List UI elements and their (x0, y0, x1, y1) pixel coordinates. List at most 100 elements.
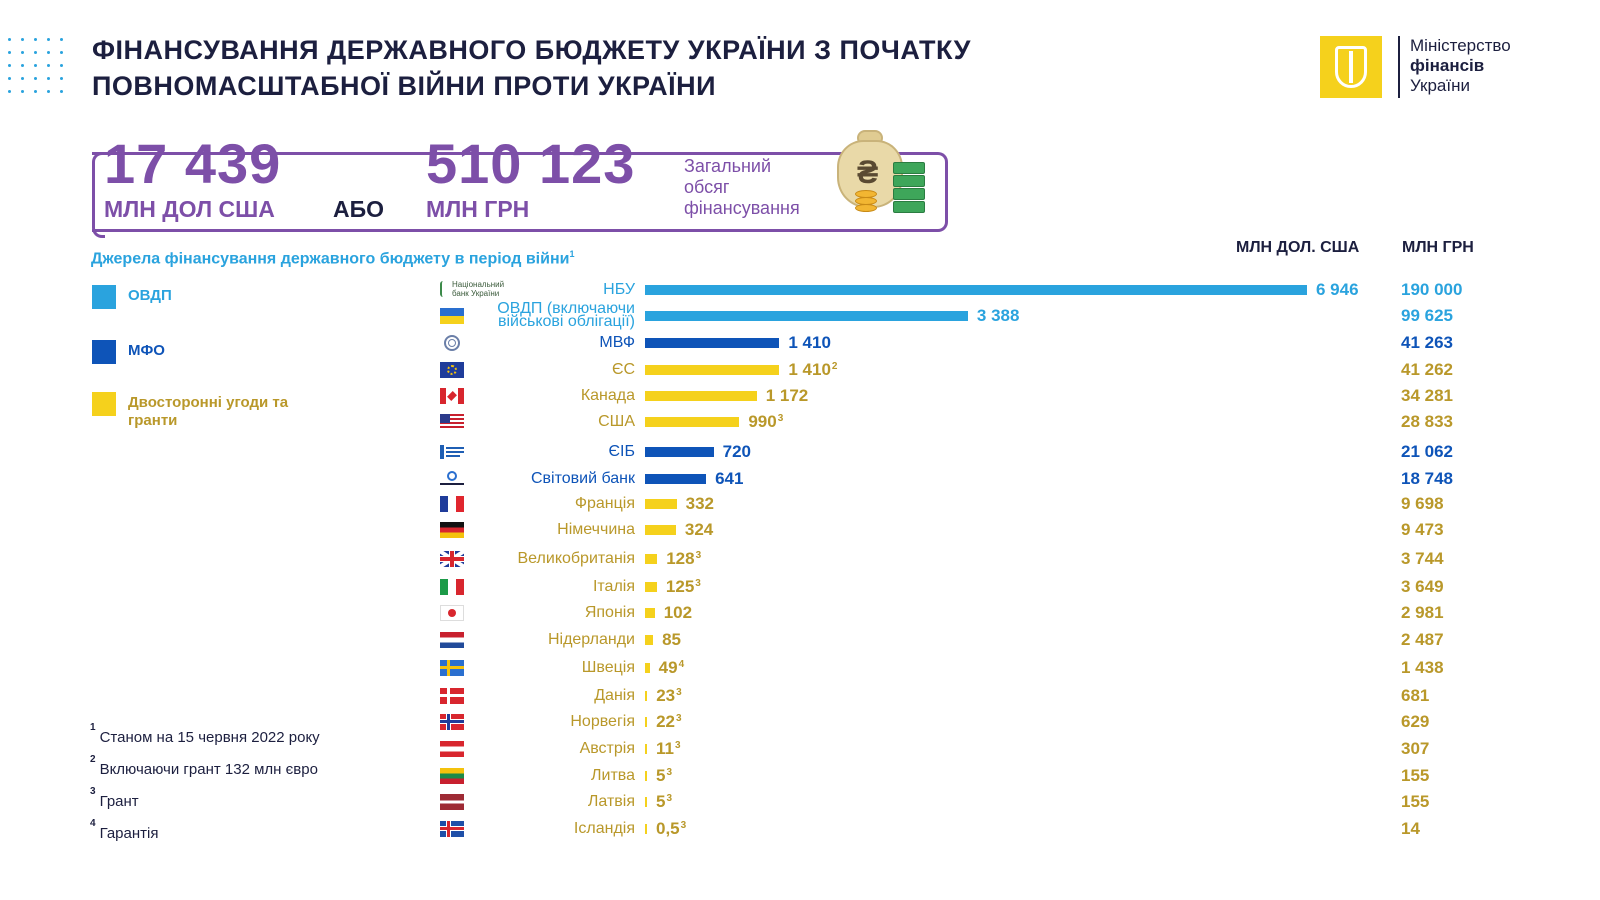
footnote-2: 2Включаючи грант 132 млн євро (90, 754, 320, 786)
bar-8 (645, 499, 677, 509)
total-financing-label-line-2: обсяг (684, 177, 730, 197)
flag-ua-icon (440, 308, 464, 324)
bar-label-12: Японія (584, 604, 635, 621)
bar-label-9: Німеччина (557, 521, 635, 538)
value-uah-4: 34 281 (1401, 386, 1453, 405)
value-uah-6: 21 062 (1401, 442, 1453, 461)
bar-2 (645, 338, 780, 348)
bar-label-3: ЄС (611, 361, 635, 378)
value-uah-5: 28 833 (1401, 412, 1453, 431)
ministry-name-line-2: фінансів (1410, 56, 1485, 75)
total-usd-value: 17 439 (104, 132, 282, 195)
value-uah-9: 9 473 (1401, 520, 1444, 539)
footnote-4-mark: 4 (90, 818, 96, 829)
ministry-name-line-3: України (1410, 76, 1470, 95)
total-uah-unit: МЛН ГРН (426, 196, 530, 222)
bar-5 (645, 417, 740, 427)
bar-label-0: НБУ (603, 281, 635, 298)
logo-divider (1398, 36, 1400, 98)
footnote-1-text: Станом на 15 червня 2022 року (99, 729, 320, 746)
legend-swatch-mfo (92, 340, 116, 364)
footnote-3-mark: 3 (90, 786, 96, 797)
flag-gb-icon (440, 551, 464, 567)
bar-1 (645, 311, 968, 321)
value-uah-7: 18 748 (1401, 469, 1453, 488)
bar-value-usd-14: 494 (658, 658, 685, 677)
footnote-2-mark: 2 (90, 754, 96, 765)
dot-grid-decoration (8, 38, 68, 98)
flag-nl-icon (440, 632, 464, 648)
bar-value-usd-4: 1 172 (765, 386, 809, 405)
value-uah-16: 629 (1401, 712, 1430, 731)
flag-it-icon (440, 579, 464, 595)
bar-label-16: Норвегія (570, 713, 635, 730)
bar-14 (645, 663, 650, 673)
flag-se-icon (440, 660, 464, 676)
flag-dk-icon (440, 688, 464, 704)
total-financing-label: Загальний обсяг фінансування (684, 156, 800, 219)
bar-label-10: Великобританія (517, 550, 636, 567)
bar-10 (645, 554, 658, 564)
bar-label-5: США (598, 413, 635, 430)
bar-value-usd-17: 113 (656, 739, 681, 758)
column-header-usd: МЛН ДОЛ. США (1236, 239, 1360, 256)
bar-value-usd-18: 53 (656, 766, 673, 785)
legend-item-ovdp: ОВДП (92, 285, 172, 309)
bar-value-usd-3: 1 4102 (788, 360, 838, 379)
bar-value-usd-11: 1253 (665, 577, 701, 596)
or-label: АБО (333, 196, 385, 222)
value-uah-2: 41 263 (1401, 333, 1453, 352)
flag-ca-icon (440, 388, 464, 404)
legend-item-mfo: МФО (92, 340, 165, 364)
bar-label-14: Швеція (581, 659, 635, 676)
bar-9 (645, 525, 676, 535)
summary-box (92, 152, 948, 238)
total-uah-value: 510 123 (426, 132, 636, 195)
bar-label-11: Італія (592, 578, 635, 595)
page-title-line-2: повномасштабної війни проти України (92, 71, 717, 101)
value-uah-19: 155 (1401, 792, 1430, 811)
value-uah-18: 155 (1401, 766, 1430, 785)
flag-jp-icon (440, 605, 464, 621)
value-uah-11: 3 649 (1401, 577, 1444, 596)
flag-fr-icon (440, 496, 464, 512)
bar-value-usd-16: 223 (656, 712, 682, 731)
bar-label-20: Ісландія (573, 820, 635, 837)
column-header-uah: МЛН ГРН (1402, 239, 1474, 256)
bar-value-usd-1: 3 388 (976, 306, 1020, 325)
bar-15 (645, 691, 648, 701)
footnote-3-text: Грант (99, 793, 139, 810)
trident-emblem-icon (1320, 36, 1382, 98)
flag-eu-icon (440, 362, 464, 378)
total-financing-label-line-1: Загальний (684, 156, 771, 176)
legend-swatch-ovdp (92, 285, 116, 309)
bar-4 (645, 391, 757, 401)
bar-label-2: МВФ (599, 334, 635, 351)
footnote-1: 1Станом на 15 червня 2022 року (90, 722, 320, 754)
flag-lv-icon (440, 794, 464, 810)
footnote-1-mark: 1 (90, 722, 96, 733)
sources-title-footnote-mark: 1 (569, 249, 575, 259)
bar-7 (645, 474, 707, 484)
bar-value-usd-0: 6 946 (1316, 280, 1359, 299)
bar-label-6: ЄІБ (608, 443, 635, 460)
value-uah-20: 14 (1401, 819, 1420, 838)
value-uah-10: 3 744 (1401, 549, 1444, 568)
bar-13 (645, 635, 654, 645)
bar-17 (645, 744, 647, 754)
legend-label-mfo: МФО (128, 342, 165, 359)
bar-label-8: Франція (574, 495, 635, 512)
bar-20 (645, 824, 647, 834)
bar-value-usd-5: 9903 (748, 412, 784, 431)
bar-label-13: Нідерланди (547, 631, 635, 648)
bar-value-usd-9: 324 (684, 520, 714, 539)
sources-title-text: Джерела фінансування державного бюджету … (91, 250, 570, 268)
flag-is-icon (440, 821, 464, 837)
nbu-logo-icon: Національний банк України (440, 280, 504, 298)
footnote-3: 3Грант (90, 786, 320, 818)
bar-18 (645, 771, 647, 781)
bar-value-usd-19: 53 (656, 792, 673, 811)
bar-value-usd-12: 102 (663, 603, 693, 622)
flag-wb-icon (440, 471, 464, 487)
flag-de-icon (440, 522, 464, 538)
